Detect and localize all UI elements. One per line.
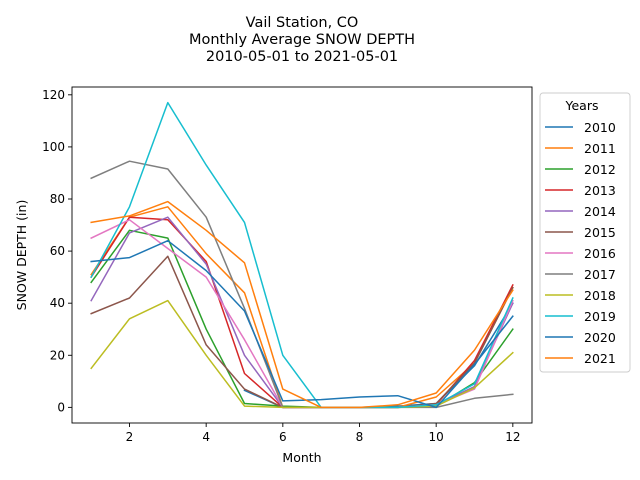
y-tick-label: 120 [42, 88, 65, 102]
x-tick-label: 2 [126, 430, 134, 444]
legend-label-2017: 2017 [584, 267, 616, 282]
x-axis-ticks: 2 4 6 8 10 12 [126, 423, 520, 444]
x-tick-label: 4 [202, 430, 210, 444]
series-line-2021 [90, 200, 514, 409]
series-line-2019 [90, 101, 514, 409]
y-axis-label: SNOW DEPTH (in) [14, 200, 29, 311]
plot-area [90, 101, 514, 409]
legend: Years 2010201120122013201420152016201720… [539, 92, 631, 373]
series-line-2010 [243, 302, 514, 409]
legend-label-2018: 2018 [584, 288, 616, 303]
series-line-2020 [90, 239, 514, 409]
chart-title-line-3: 2010-05-01 to 2021-05-01 [206, 49, 398, 65]
x-tick-label: 8 [356, 430, 364, 444]
legend-label-2016: 2016 [584, 246, 616, 261]
legend-label-2020: 2020 [584, 330, 616, 345]
y-tick-label: 60 [50, 244, 65, 258]
chart-title-line-2: Monthly Average SNOW DEPTH [189, 32, 415, 48]
legend-label-2013: 2013 [584, 183, 616, 198]
x-tick-label: 6 [279, 430, 287, 444]
legend-title: Years [565, 98, 599, 113]
series-line-2018 [90, 299, 514, 409]
axes-frame [71, 86, 533, 424]
legend-label-2019: 2019 [584, 309, 616, 324]
y-tick-label: 0 [57, 400, 65, 414]
chart-title-line-1: Vail Station, CO [246, 15, 359, 31]
legend-label-2011: 2011 [584, 141, 616, 156]
legend-box [539, 92, 631, 373]
y-tick-label: 20 [50, 348, 65, 362]
y-tick-label: 100 [42, 140, 65, 154]
y-tick-label: 80 [50, 192, 65, 206]
legend-label-2021: 2021 [584, 351, 616, 366]
legend-label-2015: 2015 [584, 225, 616, 240]
legend-label-2012: 2012 [584, 162, 616, 177]
legend-label-2014: 2014 [584, 204, 616, 219]
x-axis-label: Month [282, 450, 321, 465]
legend-label-2010: 2010 [584, 120, 616, 135]
series-line-2017 [90, 160, 514, 409]
x-tick-label: 10 [429, 430, 444, 444]
x-tick-label: 12 [505, 430, 520, 444]
series-line-2016 [90, 219, 514, 409]
y-tick-label: 40 [50, 296, 65, 310]
y-axis-ticks: 0 20 40 60 80 100 120 [42, 88, 72, 414]
legend-items: 2010 2011 2012 2013 2014 2015 2016 2017 2018 2019… [545, 120, 616, 366]
chart-title: Vail Station, CO Monthly Average SNOW DE… [189, 15, 415, 65]
